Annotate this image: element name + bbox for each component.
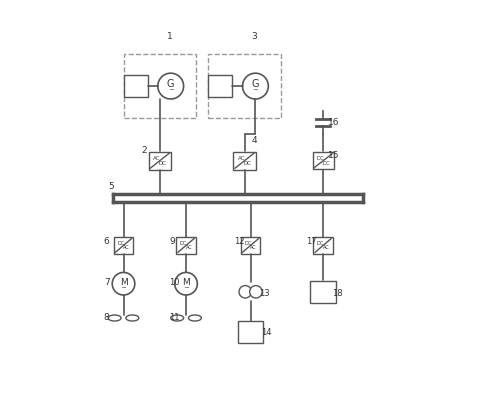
Circle shape xyxy=(249,286,261,298)
Text: G: G xyxy=(251,80,258,89)
Text: DC: DC xyxy=(179,241,186,246)
Text: DC: DC xyxy=(316,241,323,246)
Text: DC: DC xyxy=(243,241,251,246)
Text: 16: 16 xyxy=(327,118,339,127)
Text: AC: AC xyxy=(250,245,256,250)
Text: 2: 2 xyxy=(141,146,147,155)
Ellipse shape xyxy=(108,315,121,321)
FancyBboxPatch shape xyxy=(241,237,260,254)
Text: M: M xyxy=(182,278,190,286)
Text: G: G xyxy=(166,80,174,89)
Text: DC: DC xyxy=(158,161,166,165)
FancyBboxPatch shape xyxy=(312,152,333,169)
Circle shape xyxy=(157,73,183,99)
FancyBboxPatch shape xyxy=(233,152,255,170)
Text: 1: 1 xyxy=(166,32,172,41)
Text: ~: ~ xyxy=(167,87,173,93)
Text: DC: DC xyxy=(316,156,323,161)
Circle shape xyxy=(174,272,197,295)
Text: DC: DC xyxy=(117,241,124,246)
Text: 18: 18 xyxy=(332,289,342,298)
Circle shape xyxy=(242,73,268,99)
Text: 10: 10 xyxy=(169,279,179,287)
Text: 9: 9 xyxy=(169,237,175,246)
Text: 14: 14 xyxy=(260,329,271,337)
Circle shape xyxy=(239,286,251,298)
Text: M: M xyxy=(120,278,127,286)
FancyBboxPatch shape xyxy=(123,75,148,97)
Text: DC: DC xyxy=(243,161,251,165)
Text: ~: ~ xyxy=(183,285,189,291)
Text: DC: DC xyxy=(322,161,330,165)
Text: 12: 12 xyxy=(233,237,243,246)
Text: 6: 6 xyxy=(104,237,109,246)
FancyBboxPatch shape xyxy=(123,54,196,118)
FancyBboxPatch shape xyxy=(309,281,335,303)
FancyBboxPatch shape xyxy=(313,237,332,254)
Text: AC: AC xyxy=(322,245,329,250)
Text: ~: ~ xyxy=(252,87,258,93)
Text: 15: 15 xyxy=(327,151,339,160)
Text: 4: 4 xyxy=(251,136,257,145)
FancyBboxPatch shape xyxy=(238,321,262,343)
Ellipse shape xyxy=(188,315,201,321)
Circle shape xyxy=(112,272,135,295)
FancyBboxPatch shape xyxy=(114,237,133,254)
Ellipse shape xyxy=(126,315,138,321)
Text: 3: 3 xyxy=(251,32,257,41)
FancyBboxPatch shape xyxy=(208,54,280,118)
Text: AC: AC xyxy=(185,245,192,250)
Text: 7: 7 xyxy=(104,279,109,287)
Text: AC: AC xyxy=(153,156,160,161)
Text: AC: AC xyxy=(123,245,129,250)
Text: 13: 13 xyxy=(259,289,270,298)
Text: 8: 8 xyxy=(104,314,109,323)
Text: AC: AC xyxy=(238,156,245,161)
FancyBboxPatch shape xyxy=(208,75,232,97)
Text: 5: 5 xyxy=(108,182,114,191)
FancyBboxPatch shape xyxy=(149,152,170,170)
Ellipse shape xyxy=(170,315,183,321)
FancyBboxPatch shape xyxy=(176,237,196,254)
Text: ~: ~ xyxy=(121,285,126,291)
Text: 17: 17 xyxy=(305,237,316,246)
Text: 11: 11 xyxy=(169,314,179,323)
